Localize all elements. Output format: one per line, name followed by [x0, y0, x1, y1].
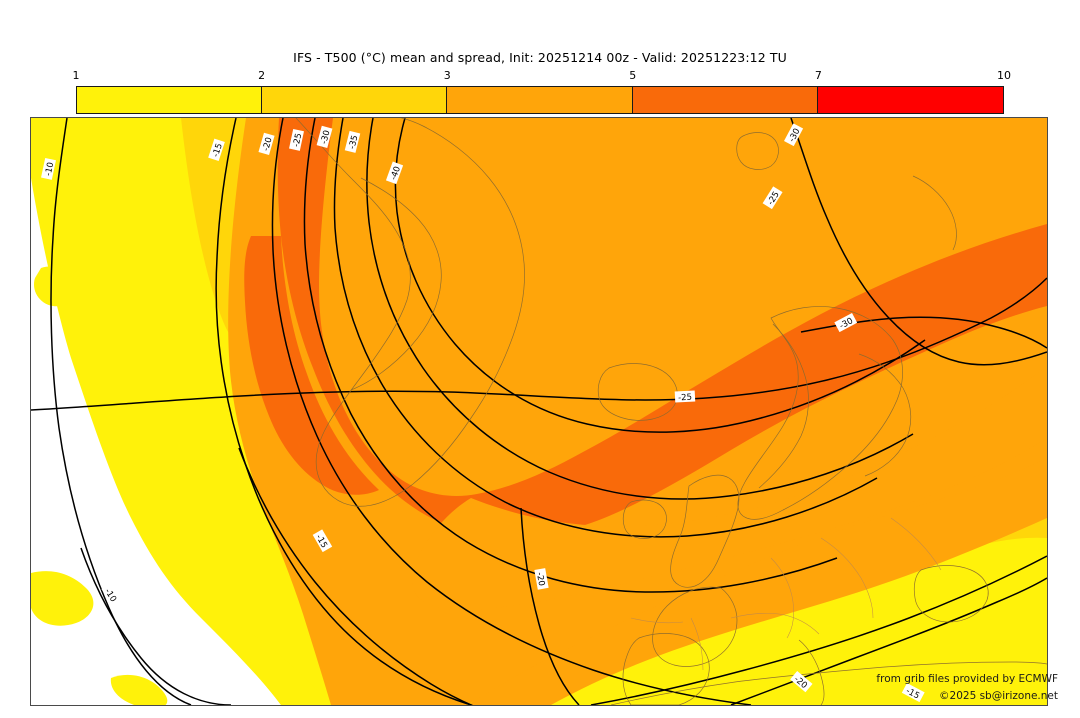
svg-text:-20: -20 [261, 136, 274, 152]
svg-text:-30: -30 [319, 129, 332, 145]
spread-fill-level-3-band [412, 366, 1047, 611]
border-line-4 [890, 517, 942, 571]
svg-text:-35: -35 [347, 134, 360, 150]
contour-label--10-a: -10 [41, 157, 57, 180]
coastline-baltic [858, 353, 912, 477]
colorbar-segment-2 [262, 87, 448, 113]
colorbar-gradient-bar [76, 86, 1004, 114]
contour-line--35 [366, 118, 914, 500]
border-line-3 [820, 537, 874, 619]
contour-line--25-inner [303, 118, 838, 593]
coastline-europe-west [652, 586, 738, 667]
contour-line--30-east [790, 118, 1047, 366]
coastline-black-sea [913, 565, 989, 623]
coastline-iberia [622, 633, 710, 705]
contour-line--40 [394, 118, 926, 433]
colorbar-tick-5: 5 [629, 69, 637, 82]
contour-line--15-lowerright [590, 555, 1047, 705]
border-line-6 [630, 617, 684, 624]
border-line-5 [690, 617, 704, 671]
spread-fill-level-1d [206, 617, 331, 705]
spread-fill-yellow-blob-3 [33, 266, 77, 307]
contour-label--20-a: -20 [258, 132, 275, 155]
coastline-ireland [622, 499, 667, 539]
spread-fill-level-5 [277, 118, 1047, 538]
border-line-1 [730, 612, 820, 635]
colorbar: 1 2 3 5 7 10 [72, 69, 1012, 114]
colorbar-segment-5 [817, 87, 1003, 113]
colorbar-segment-3 [447, 87, 633, 113]
colorbar-segment-1 [77, 87, 263, 113]
svg-text:-10: -10 [44, 161, 57, 177]
colorbar-tick-2: 2 [258, 69, 266, 82]
map-plot-area[interactable]: -10 -15 -20 -25 -30 [30, 117, 1048, 706]
coastline-greenland-inner [350, 177, 442, 391]
coastline-norway-detail [758, 323, 809, 489]
colorbar-tick-labels: 1 2 3 5 7 10 [72, 69, 1012, 86]
colorbar-tick-3: 3 [443, 69, 451, 82]
coastline-layer [295, 118, 1047, 705]
contour-line--25-europe [31, 277, 1047, 411]
contour-label--25-c: -25 [674, 390, 696, 404]
contour-label--40-a: -40 [385, 161, 404, 185]
contour-label--30-a: -30 [316, 125, 333, 148]
spread-fill-level-1c [110, 674, 168, 705]
contour-label--25-a: -25 [289, 128, 305, 151]
colorbar-tick-7: 7 [814, 69, 822, 82]
coastline-svalbard [736, 132, 779, 170]
svg-text:-40: -40 [389, 165, 403, 181]
contour-line--15-lower [238, 447, 474, 705]
coastline-great-britain [670, 474, 740, 588]
contour-label--15-a: -15 [208, 138, 225, 162]
contour-line--30 [333, 118, 878, 538]
credit-copyright-text: ©2025 sb@irizone.net [939, 690, 1058, 702]
contour-line--20 [271, 118, 752, 705]
page-title: IFS - T500 (°C) mean and spread, Init: 2… [293, 50, 787, 65]
svg-text:-20: -20 [534, 571, 546, 586]
coastline-iceland [597, 363, 678, 421]
coastline-africa-north [610, 661, 1047, 705]
svg-text:-15: -15 [211, 142, 225, 158]
colorbar-segment-4 [632, 87, 818, 113]
country-borders [630, 517, 942, 671]
contour-line--20-lower [520, 507, 580, 705]
contour-line--10-sw [80, 547, 232, 705]
coastline-scandinavia [737, 306, 903, 520]
contour-label--20-b: -20 [534, 568, 549, 590]
colorbar-tick-1: 1 [72, 69, 80, 82]
border-line-2 [770, 557, 795, 639]
spread-fill-level-1b [31, 571, 94, 626]
coastline-greenland [295, 118, 525, 507]
spread-fill-yellow-se [551, 537, 1047, 705]
colorbar-tick-10: 10 [997, 69, 1011, 82]
svg-text:-25: -25 [678, 393, 692, 404]
contour-lines [31, 118, 1047, 705]
contour-label--35-a: -35 [344, 130, 361, 153]
coastline-italy [798, 639, 825, 705]
svg-text:-25: -25 [292, 132, 305, 148]
coastline-novaya-zemlya [912, 175, 957, 251]
credit-source-text: from grib files provided by ECMWF [876, 673, 1058, 685]
contour-line--10-west [50, 118, 192, 705]
contour-line--20-se [730, 577, 1047, 705]
map-canvas: -10 -15 -20 -25 -30 [31, 118, 1047, 705]
